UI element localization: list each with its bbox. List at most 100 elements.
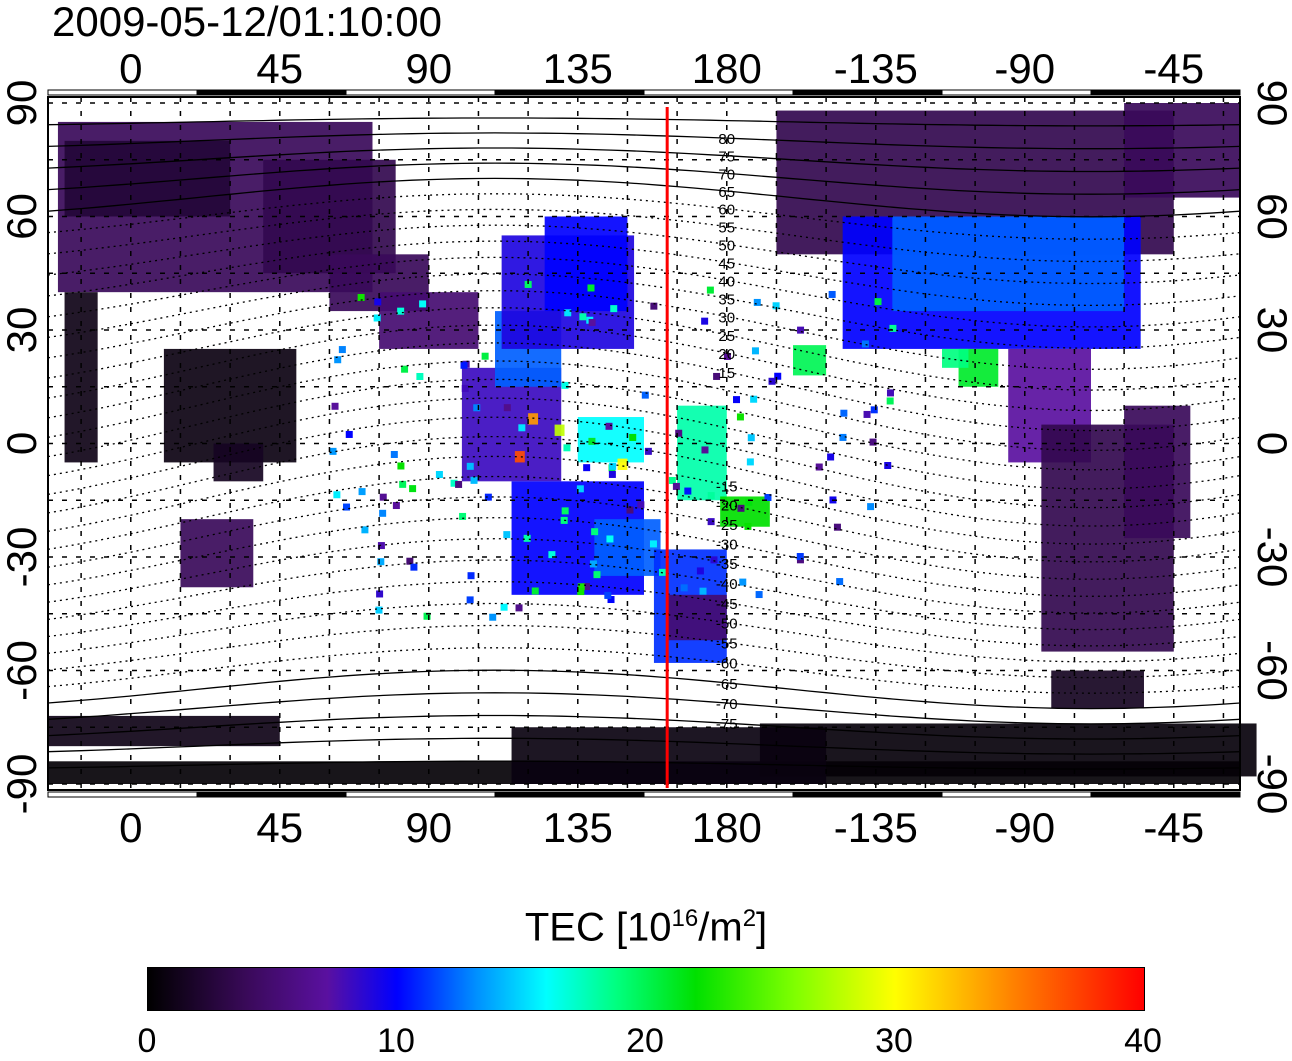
tec-sample [563, 444, 571, 452]
mlat-contour [47, 378, 1241, 471]
tec-sample [747, 434, 755, 442]
lon-tick-bottom: 90 [405, 804, 452, 851]
tec-sample [610, 305, 618, 313]
mlat-label: 25 [718, 328, 735, 345]
lon-tick-top: 180 [692, 45, 762, 92]
tec-sample [583, 464, 591, 472]
tec-patch [1124, 103, 1240, 198]
mlat-contour [47, 342, 1241, 432]
lat-tick-left: -60 [0, 640, 45, 701]
tec-sample [450, 479, 458, 487]
tec-sample [707, 518, 715, 526]
tec-sample [375, 606, 383, 614]
border-scale [47, 791, 198, 798]
mlat-label: 60 [718, 202, 735, 219]
lat-tick-right: 30 [1249, 307, 1292, 354]
mlat-contour [47, 397, 1241, 490]
lat-tick-right: -90 [1249, 754, 1292, 815]
tec-sample [376, 590, 384, 598]
border-scale [792, 791, 943, 798]
tec-sample [755, 591, 763, 599]
tec-sample [333, 491, 341, 499]
tec-sample [524, 280, 532, 288]
tec-sample [886, 397, 894, 405]
tec-sample [839, 433, 847, 441]
mlat-contour [47, 162, 1241, 195]
colorbar-tick: 20 [626, 1022, 664, 1060]
tec-sample [589, 560, 597, 568]
mlat-contour [47, 240, 1241, 307]
tec-sample [357, 293, 365, 301]
tec-sample [377, 558, 385, 566]
colorbar [147, 967, 1145, 1011]
tec-sample [750, 395, 758, 403]
tec-sample [392, 502, 400, 510]
colorbar-title-unit: /m [698, 905, 743, 950]
tec-sample [637, 501, 645, 509]
mlat-contour [47, 193, 1241, 240]
tec-sample [828, 290, 836, 298]
tec-sample [701, 446, 709, 454]
plot-title: 2009-05-12/01:10:00 [52, 0, 442, 45]
lat-tick-right: 60 [1249, 193, 1292, 240]
tec-sample [739, 578, 747, 586]
tec-sample [737, 504, 745, 512]
tec-sample [593, 571, 601, 579]
tec-sample [518, 424, 526, 432]
border-scale [941, 791, 1092, 798]
tec-sample [861, 340, 869, 348]
tec-sample [379, 509, 387, 517]
tec-sample [672, 482, 680, 490]
mlat-contour [47, 455, 1241, 545]
tec-sample [397, 462, 405, 470]
tec-sample [561, 381, 569, 389]
mlat-label: -75 [716, 716, 738, 733]
mlat-contour [47, 737, 1241, 755]
tec-sample [377, 542, 385, 550]
lon-tick-top: 90 [405, 45, 452, 92]
tec-sample [641, 391, 649, 399]
tec-sample [607, 596, 615, 604]
colorbar-title-main: TEC [10 [524, 905, 672, 950]
colorbar-title-end: ] [756, 905, 768, 950]
mlat-label: 75 [718, 149, 735, 166]
lon-tick-top: 0 [119, 45, 142, 92]
mlat-contour [47, 538, 1241, 614]
mlat-label: 30 [718, 310, 735, 327]
lon-tick-top: -135 [834, 45, 918, 92]
tec-sample [723, 352, 731, 360]
border-scale [1090, 89, 1241, 96]
tec-sample [889, 324, 897, 332]
tec-sample [591, 528, 599, 536]
mlat-contour [47, 132, 1241, 150]
mlat-label: 35 [718, 291, 735, 308]
tec-sample [531, 587, 539, 595]
mlat-label: 50 [718, 237, 735, 254]
tec-patch [942, 348, 969, 368]
tec-sample [329, 447, 337, 455]
mlat-contour [47, 714, 1241, 740]
tec-sample [772, 302, 780, 310]
lon-tick-bottom: -90 [994, 804, 1055, 851]
tec-patch [1051, 670, 1144, 709]
mlat-label: -15 [716, 478, 738, 495]
mlat-contour [47, 760, 1241, 770]
tec-patch [720, 496, 770, 527]
tec-sample [644, 447, 652, 455]
tec-sample [410, 563, 418, 571]
tec-patch [379, 292, 479, 349]
tec-sample [582, 583, 590, 591]
mlat-contour [47, 256, 1241, 328]
tec-patch [64, 140, 231, 217]
tec-patch [892, 216, 1125, 312]
tec-sample [500, 603, 508, 611]
tec-sample [406, 557, 414, 565]
mlat-label: 20 [718, 346, 735, 363]
lat-tick-right: -60 [1249, 640, 1292, 701]
tec-sample [334, 356, 342, 364]
tec-sample [626, 506, 634, 514]
tec-sample [604, 591, 612, 599]
tec-sample [374, 298, 382, 306]
lat-tick-left: -30 [0, 527, 45, 588]
tec-sample [707, 492, 715, 500]
